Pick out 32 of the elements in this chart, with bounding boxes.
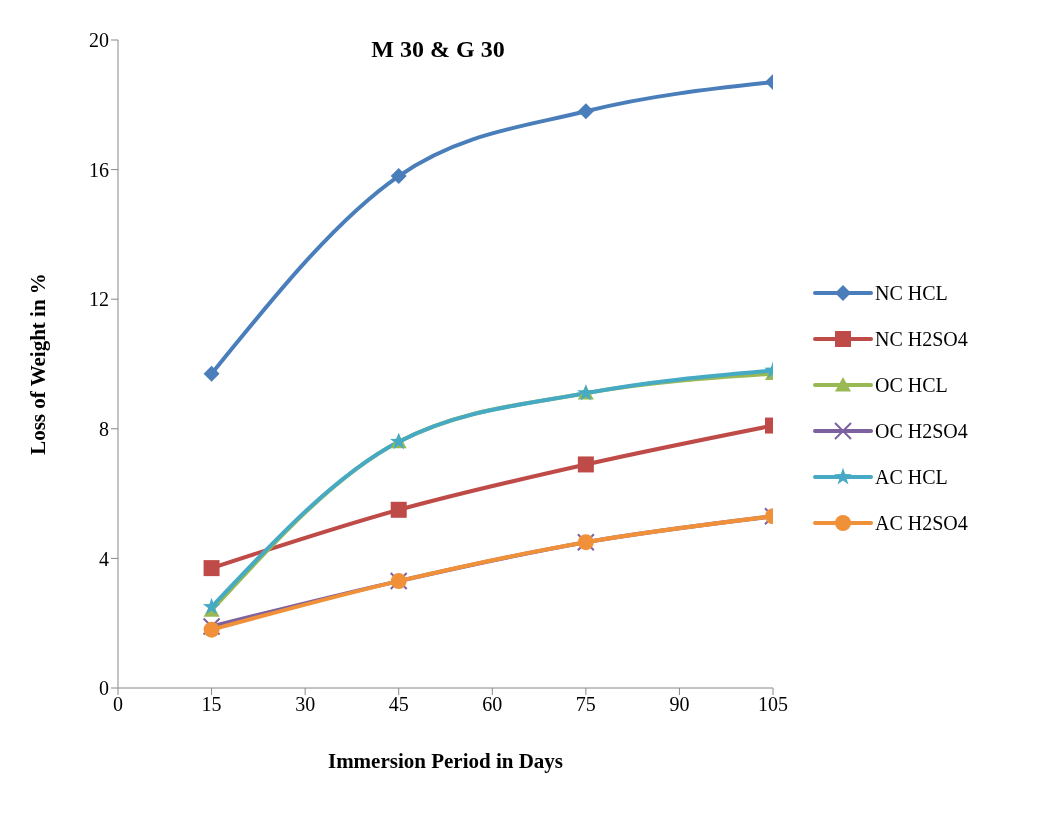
y-tick-label: 20 [89, 29, 109, 52]
point [202, 617, 221, 636]
x-tick-label: 75 [575, 693, 596, 716]
point [390, 168, 407, 185]
y-tick-label: 12 [89, 288, 109, 311]
legend-label: AC HCL [875, 465, 948, 489]
x-axis-title: Immersion Period in Days [327, 749, 564, 773]
y-tick-label: 4 [99, 547, 109, 570]
x-tick-label: 0 [113, 693, 123, 716]
x-tick-label: 90 [669, 693, 690, 716]
point [577, 456, 594, 473]
point [202, 597, 221, 615]
legend-label: AC H2SO4 [875, 511, 968, 535]
legend-label: NC HCL [875, 281, 948, 305]
point [390, 501, 407, 518]
y-axis-title: Loss of Weight in % [26, 273, 51, 455]
point [203, 365, 220, 382]
x-tick-label: 105 [758, 693, 788, 716]
point [203, 560, 220, 577]
x-tick-label: 30 [295, 693, 316, 716]
y-tick-label: 16 [89, 158, 109, 181]
point [203, 621, 220, 638]
legend-label: NC H2SO4 [875, 327, 968, 351]
x-tick-label: 15 [201, 693, 222, 716]
legend-label: OC H2SO4 [875, 419, 968, 443]
x-tick-label: 60 [482, 693, 503, 716]
x-tick-label: 45 [388, 693, 409, 716]
legend-label: OC HCL [875, 373, 948, 397]
y-tick-label: 0 [99, 677, 109, 700]
chart-title: M 30 & G 30 [370, 36, 506, 63]
point [577, 103, 594, 120]
y-tick-label: 8 [99, 417, 109, 440]
